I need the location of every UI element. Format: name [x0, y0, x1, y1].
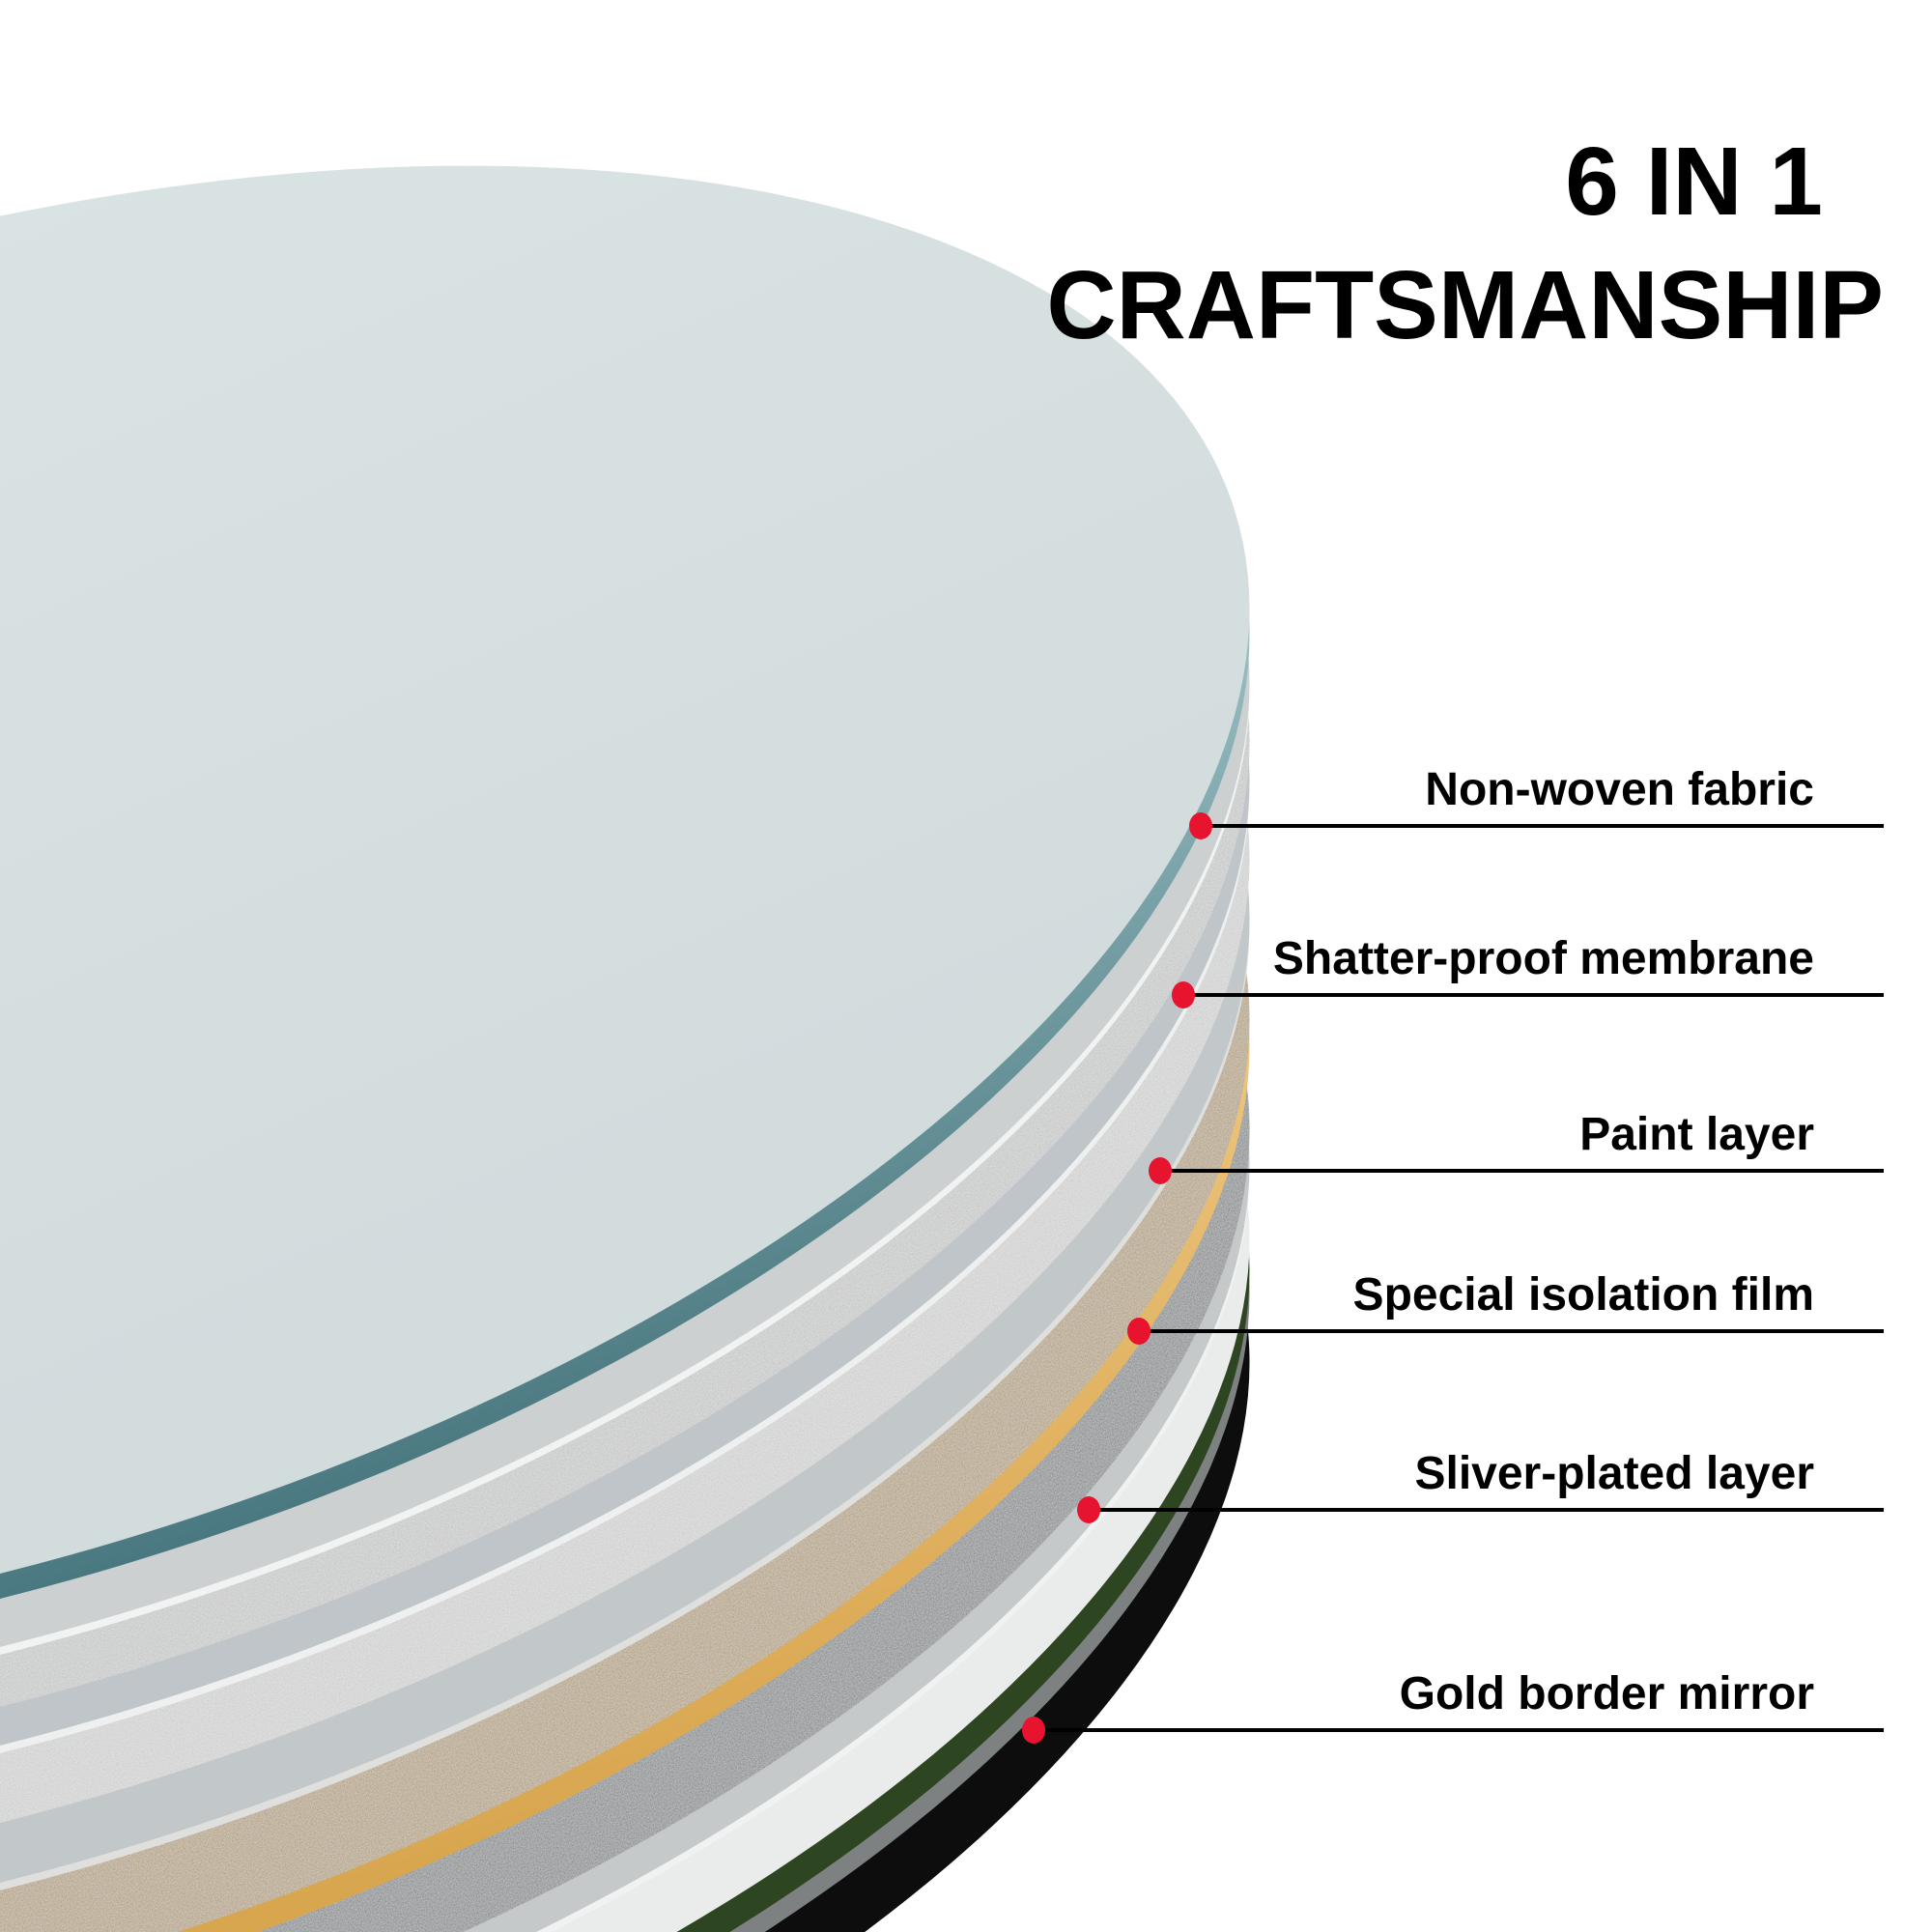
callout-label: Shatter-proof membrane	[1273, 933, 1814, 984]
callout-dot	[1189, 812, 1212, 839]
callout-non-woven-fabric: Non-woven fabric	[1189, 764, 1884, 839]
callout-gold-border-mirror: Gold border mirror	[1022, 1668, 1884, 1744]
layer-glass-surface	[0, 165, 1250, 1651]
callout-dot	[1172, 981, 1195, 1009]
page-title: 6 IN 1 CRAFTSMANSHIP	[1046, 128, 1884, 359]
callout-dot	[1149, 1157, 1172, 1184]
callout-label: Gold border mirror	[1400, 1668, 1814, 1719]
layer-stack	[0, 165, 1250, 1932]
callout-dot	[1022, 1717, 1045, 1744]
callout-sliver-plated-layer: Sliver-plated layer	[1077, 1448, 1884, 1523]
callout-label: Paint layer	[1579, 1109, 1814, 1160]
callout-label: Sliver-plated layer	[1414, 1448, 1814, 1499]
callout-label: Special isolation film	[1353, 1269, 1814, 1321]
callout-shatter-proof-membrane: Shatter-proof membrane	[1172, 933, 1884, 1009]
title-line-2: CRAFTSMANSHIP	[1046, 251, 1884, 359]
callout-dot	[1077, 1496, 1100, 1523]
title-line-1: 6 IN 1	[1565, 128, 1823, 236]
callout-label: Non-woven fabric	[1425, 764, 1814, 815]
callout-special-isolation-film: Special isolation film	[1127, 1269, 1884, 1345]
callout-paint-layer: Paint layer	[1149, 1109, 1884, 1184]
callout-dot	[1127, 1318, 1151, 1345]
